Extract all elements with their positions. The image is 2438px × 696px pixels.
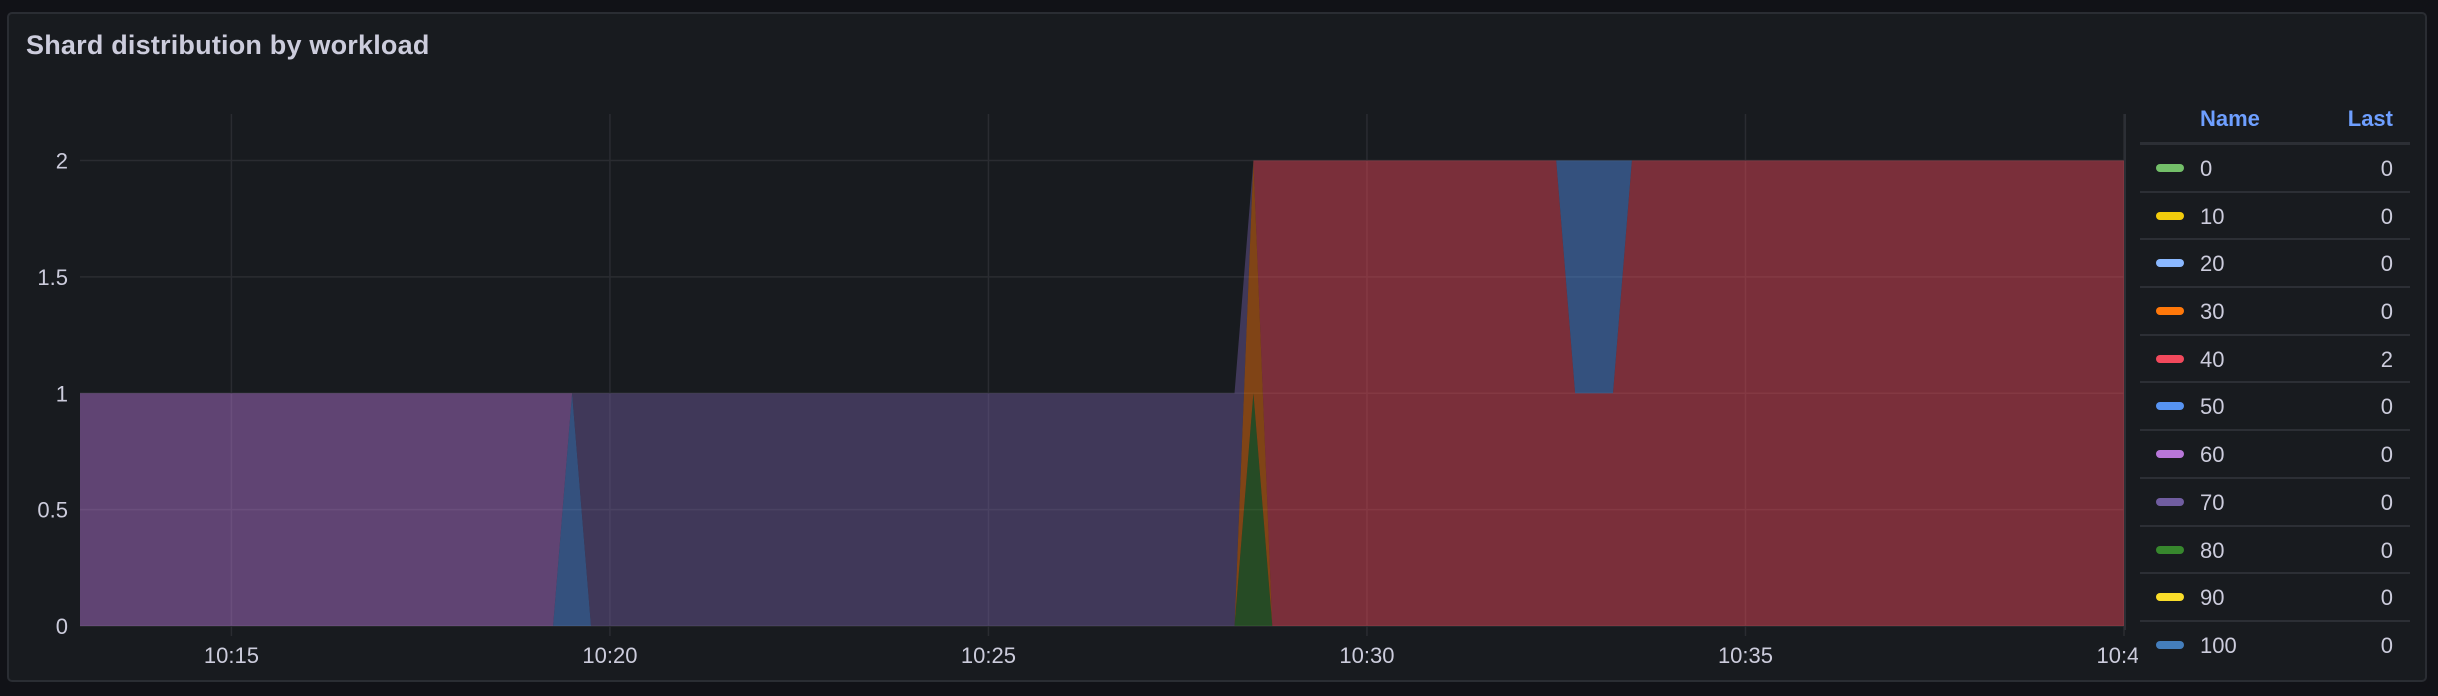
- y-axis: 0 0.5 1 1.5 2: [37, 149, 68, 639]
- series-area-50[interactable]: [80, 160, 2124, 627]
- legend-row[interactable]: 20 0: [2140, 240, 2410, 289]
- legend-series-name[interactable]: 0: [2200, 156, 2213, 181]
- x-tick-label: 10:25: [961, 643, 1016, 668]
- x-axis: 10:15 10:20 10:25 10:30 10:35 10:40: [204, 643, 2151, 668]
- legend-series-last: 0: [2380, 251, 2393, 277]
- series-color-swatch-icon: [2156, 450, 2184, 459]
- series-color-swatch-icon: [2156, 211, 2184, 220]
- series-color-swatch-icon: [2156, 307, 2184, 316]
- legend-series-last: 0: [2380, 489, 2393, 515]
- panel-title[interactable]: Shard distribution by workload: [26, 30, 430, 60]
- legend-series-name[interactable]: 30: [2200, 299, 2225, 325]
- series-color-swatch-icon: [2156, 593, 2184, 602]
- legend-series-last: 0: [2380, 394, 2393, 420]
- series-color-swatch-icon: [2156, 497, 2184, 506]
- legend-series-name[interactable]: 20: [2200, 251, 2225, 277]
- legend-series-name[interactable]: 50: [2200, 394, 2225, 420]
- legend-last-header[interactable]: Last: [2347, 106, 2393, 131]
- legend-series-last: 0: [2380, 537, 2393, 563]
- legend-series-name[interactable]: 100: [2200, 632, 2237, 658]
- x-tick-label: 10:20: [582, 643, 637, 668]
- series-area-40[interactable]: [80, 160, 2124, 627]
- legend-row[interactable]: 10 0: [2140, 193, 2410, 241]
- y-tick-label: 0: [56, 614, 68, 639]
- legend-row[interactable]: 80 0: [2140, 527, 2410, 575]
- legend-series-last: 0: [2380, 156, 2393, 181]
- x-tick-label: 10:30: [1339, 643, 1394, 668]
- legend-row[interactable]: 70 0: [2140, 479, 2410, 527]
- legend-series-last: 0: [2380, 632, 2393, 658]
- legend-series-name[interactable]: 80: [2200, 537, 2225, 563]
- x-tick-label: 10:15: [204, 643, 259, 668]
- legend-series-last: 2: [2380, 346, 2393, 372]
- y-tick-label: 2: [56, 149, 68, 174]
- y-tick-label: 1.5: [37, 265, 68, 290]
- series-color-swatch-icon: [2156, 164, 2184, 172]
- series-color-swatch-icon: [2156, 640, 2184, 649]
- legend-row[interactable]: 90 0: [2140, 574, 2410, 622]
- legend-series-last: 0: [2380, 585, 2393, 611]
- legend-row[interactable]: 40 2: [2140, 336, 2410, 384]
- legend-row[interactable]: 60 0: [2140, 431, 2410, 479]
- legend-header: Name Last: [2140, 100, 2410, 145]
- legend-series-last: 0: [2380, 203, 2393, 229]
- legend-series-name[interactable]: 90: [2200, 585, 2225, 611]
- series-areas: [80, 160, 2124, 627]
- series-color-swatch-icon: [2156, 402, 2184, 411]
- legend-row[interactable]: 30 0: [2140, 288, 2410, 336]
- series-color-swatch-icon: [2156, 259, 2184, 268]
- legend-name-header[interactable]: Name: [2200, 106, 2260, 131]
- series-area-70[interactable]: [80, 160, 2124, 627]
- legend-series-name[interactable]: 10: [2200, 203, 2225, 229]
- x-tick-label: 10:35: [1718, 643, 1773, 668]
- legend-table: Name Last 0 0 10 0 20 0 30 0 40 2 50 0 60 0 70 0 80 0 90 0 1…: [2140, 100, 2410, 670]
- legend-series-last: 0: [2380, 442, 2393, 468]
- series-color-swatch-icon: [2156, 545, 2184, 554]
- y-tick-label: 1: [56, 381, 68, 406]
- legend-series-name[interactable]: 70: [2200, 489, 2225, 515]
- chart-panel: [7, 12, 2427, 682]
- legend-row[interactable]: 100 0: [2140, 622, 2410, 670]
- x-tick-label: 10:40: [2096, 643, 2151, 668]
- series-color-swatch-icon: [2156, 354, 2184, 363]
- legend-series-name[interactable]: 40: [2200, 346, 2225, 372]
- legend-series-last: 0: [2380, 299, 2393, 325]
- legend-series-name[interactable]: 60: [2200, 442, 2225, 468]
- series-area-60[interactable]: [80, 160, 2124, 627]
- y-tick-label: 0.5: [37, 498, 68, 523]
- legend-row[interactable]: 50 0: [2140, 383, 2410, 432]
